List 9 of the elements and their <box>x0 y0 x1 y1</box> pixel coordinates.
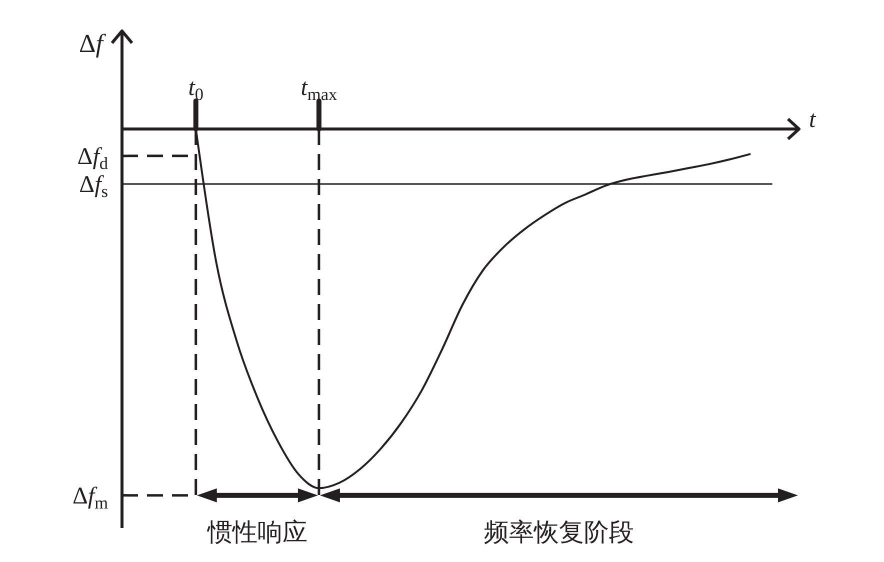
x-tick-label: t$_{0}$ <box>188 75 204 104</box>
x-axis-title: t <box>809 107 817 133</box>
y-axis-title: Δf <box>79 29 107 58</box>
text: 频率恢复阶段 <box>484 518 634 546</box>
x-tick-label: t$_{max}$ <box>300 75 338 104</box>
ref-line-label: Δf$_{s}$ <box>79 172 108 202</box>
ref-line-label: Δf$_{d}$ <box>77 144 108 174</box>
ref-line-label: Δf$_{m}$ <box>72 483 109 512</box>
text: 惯性响应 <box>206 518 308 546</box>
